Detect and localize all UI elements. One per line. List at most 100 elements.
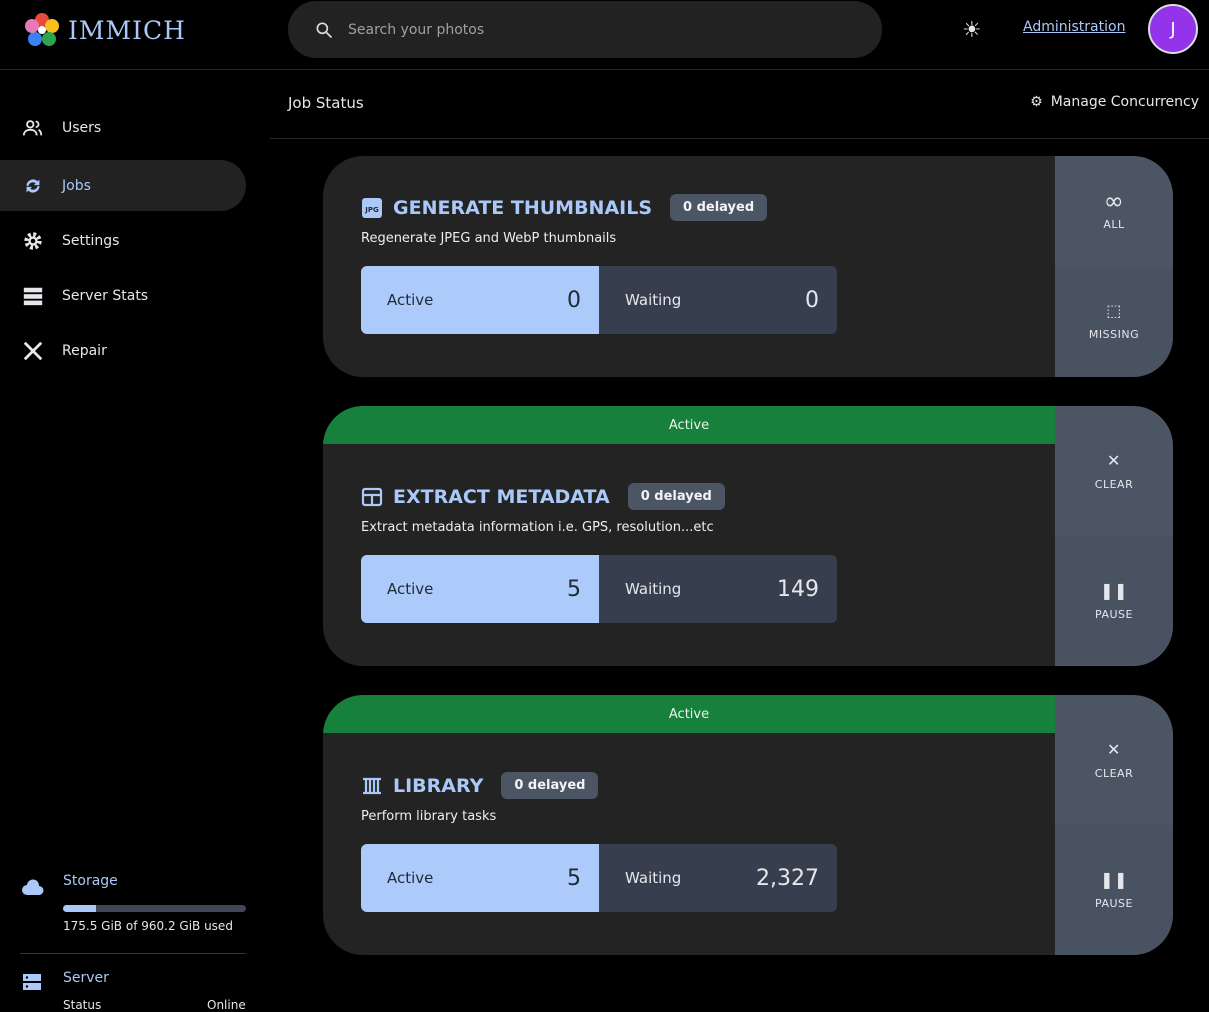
immich-flower-icon [25, 13, 59, 46]
theme-toggle-sun-icon[interactable]: ☀ [962, 18, 982, 43]
waiting-value: 149 [777, 576, 819, 602]
manage-concurrency-label: Manage Concurrency [1050, 94, 1199, 110]
svg-text:JPG: JPG [364, 206, 379, 214]
active-value: 5 [567, 576, 581, 602]
waiting-count: Waiting 2,327 [599, 844, 837, 912]
button-label: PAUSE [1095, 607, 1133, 621]
pause-icon: ❚❚ [1100, 580, 1128, 600]
clear-button[interactable]: ✕ CLEAR [1055, 406, 1173, 536]
storage-usage-bar [63, 905, 246, 912]
gear-icon: ⚙ [1030, 94, 1043, 110]
immich-logo[interactable]: IMMICH [24, 12, 186, 48]
job-stats: Active 0 Waiting 0 [361, 266, 837, 334]
divider [20, 953, 246, 954]
search-icon [316, 22, 333, 38]
job-description: Regenerate JPEG and WebP thumbnails [361, 231, 617, 246]
active-value: 5 [567, 865, 581, 891]
button-label: CLEAR [1094, 477, 1134, 491]
job-body: EXTRACT METADATA 0 delayed Extract metad… [323, 444, 1173, 623]
sidebar-item-repair[interactable]: Repair [0, 325, 246, 376]
all-button[interactable]: ∞ ALL [1055, 156, 1173, 267]
cloud-icon [22, 879, 44, 895]
sidebar-item-label: Repair [62, 342, 107, 359]
job-status-banner: Active [323, 406, 1055, 444]
users-icon [22, 119, 43, 135]
pause-icon: ❚❚ [1100, 869, 1128, 889]
library-icon [361, 775, 383, 797]
delayed-badge: 0 delayed [670, 194, 768, 221]
active-label: Active [387, 580, 434, 598]
job-card: Active LIBRARY 0 delayed Perform library… [323, 695, 1173, 955]
delayed-badge: 0 delayed [501, 772, 599, 799]
job-title: GENERATE THUMBNAILS [393, 196, 653, 219]
job-body: JPG GENERATE THUMBNAILS 0 delayed Regene… [323, 156, 1173, 334]
job-description: Extract metadata information i.e. GPS, r… [361, 520, 714, 535]
pause-button[interactable]: ❚❚ PAUSE [1055, 536, 1173, 666]
sidebar-item-label: Users [62, 119, 102, 136]
page-title: Job Status [288, 94, 364, 112]
manage-concurrency-button[interactable]: ⚙ Manage Concurrency [1030, 94, 1199, 110]
page-header: Job Status ⚙ Manage Concurrency [270, 71, 1209, 139]
table-icon [361, 486, 383, 508]
close-icon: ✕ [1107, 739, 1121, 759]
job-description: Perform library tasks [361, 809, 497, 824]
waiting-value: 0 [805, 287, 819, 313]
active-count: Active 5 [361, 844, 599, 912]
active-count: Active 5 [361, 555, 599, 623]
button-label: MISSING [1088, 328, 1140, 342]
pause-button[interactable]: ❚❚ PAUSE [1055, 825, 1173, 955]
sidebar-item-server-stats[interactable]: Server Stats [0, 270, 246, 321]
job-status-banner: Active [323, 695, 1055, 733]
missing-button[interactable]: ⬚ MISSING [1055, 266, 1173, 377]
waiting-value: 2,327 [756, 865, 819, 891]
button-label: CLEAR [1094, 766, 1134, 780]
avatar[interactable]: J [1148, 4, 1198, 54]
job-title: LIBRARY [393, 774, 484, 797]
waiting-count: Waiting 0 [599, 266, 837, 334]
missing-search-icon: ⬚ [1106, 301, 1122, 321]
active-label: Active [387, 869, 434, 887]
search-bar[interactable] [288, 1, 882, 58]
logo-text: IMMICH [68, 15, 186, 45]
job-body: LIBRARY 0 delayed Perform library tasks … [323, 733, 1173, 912]
server-status-value: Online [207, 998, 246, 1012]
server-status-label: Status [63, 998, 102, 1012]
job-actions: ✕ CLEAR ❚❚ PAUSE [1055, 695, 1173, 955]
job-title: EXTRACT METADATA [393, 485, 610, 508]
active-label: Active [387, 291, 434, 309]
sidebar-item-label: Server Stats [62, 287, 149, 304]
server-label: Server [63, 970, 109, 986]
job-actions: ∞ ALL ⬚ MISSING [1055, 156, 1173, 377]
delayed-badge: 0 delayed [627, 483, 725, 510]
job-stats: Active 5 Waiting 2,327 [361, 844, 837, 912]
sidebar-item-label: Settings [62, 232, 120, 249]
storage-usage-text: 175.5 GiB of 960.2 GiB used [63, 919, 233, 933]
clear-button[interactable]: ✕ CLEAR [1055, 695, 1173, 825]
sidebar-item-label: Jobs [62, 177, 91, 194]
sidebar-item-jobs[interactable]: Jobs [0, 160, 246, 211]
administration-link[interactable]: Administration [1023, 19, 1126, 35]
top-bar: IMMICH ☀ Administration J [0, 0, 1209, 70]
job-actions: ✕ CLEAR ❚❚ PAUSE [1055, 406, 1173, 666]
waiting-count: Waiting 149 [599, 555, 837, 623]
tools-icon [23, 341, 43, 360]
job-card: JPG GENERATE THUMBNAILS 0 delayed Regene… [323, 156, 1173, 377]
gear-icon [24, 231, 42, 250]
jpg-icon: JPG [361, 197, 383, 219]
sidebar-item-users[interactable]: Users [0, 102, 246, 153]
server-icon [23, 974, 41, 990]
sidebar: Users Jobs Settings Server Stats Repair … [0, 71, 270, 1012]
waiting-label: Waiting [625, 869, 682, 887]
close-icon: ✕ [1107, 450, 1121, 470]
server-icon [23, 287, 43, 305]
job-stats: Active 5 Waiting 149 [361, 555, 837, 623]
job-card: Active EXTRACT METADATA 0 delayed Extrac… [323, 406, 1173, 666]
button-label: ALL [1103, 217, 1125, 231]
sync-icon [26, 178, 40, 193]
sidebar-item-settings[interactable]: Settings [0, 215, 246, 266]
search-input[interactable] [348, 21, 828, 38]
infinity-icon: ∞ [1103, 186, 1125, 215]
storage-label: Storage [63, 873, 118, 889]
waiting-label: Waiting [625, 291, 682, 309]
button-label: PAUSE [1095, 896, 1133, 910]
